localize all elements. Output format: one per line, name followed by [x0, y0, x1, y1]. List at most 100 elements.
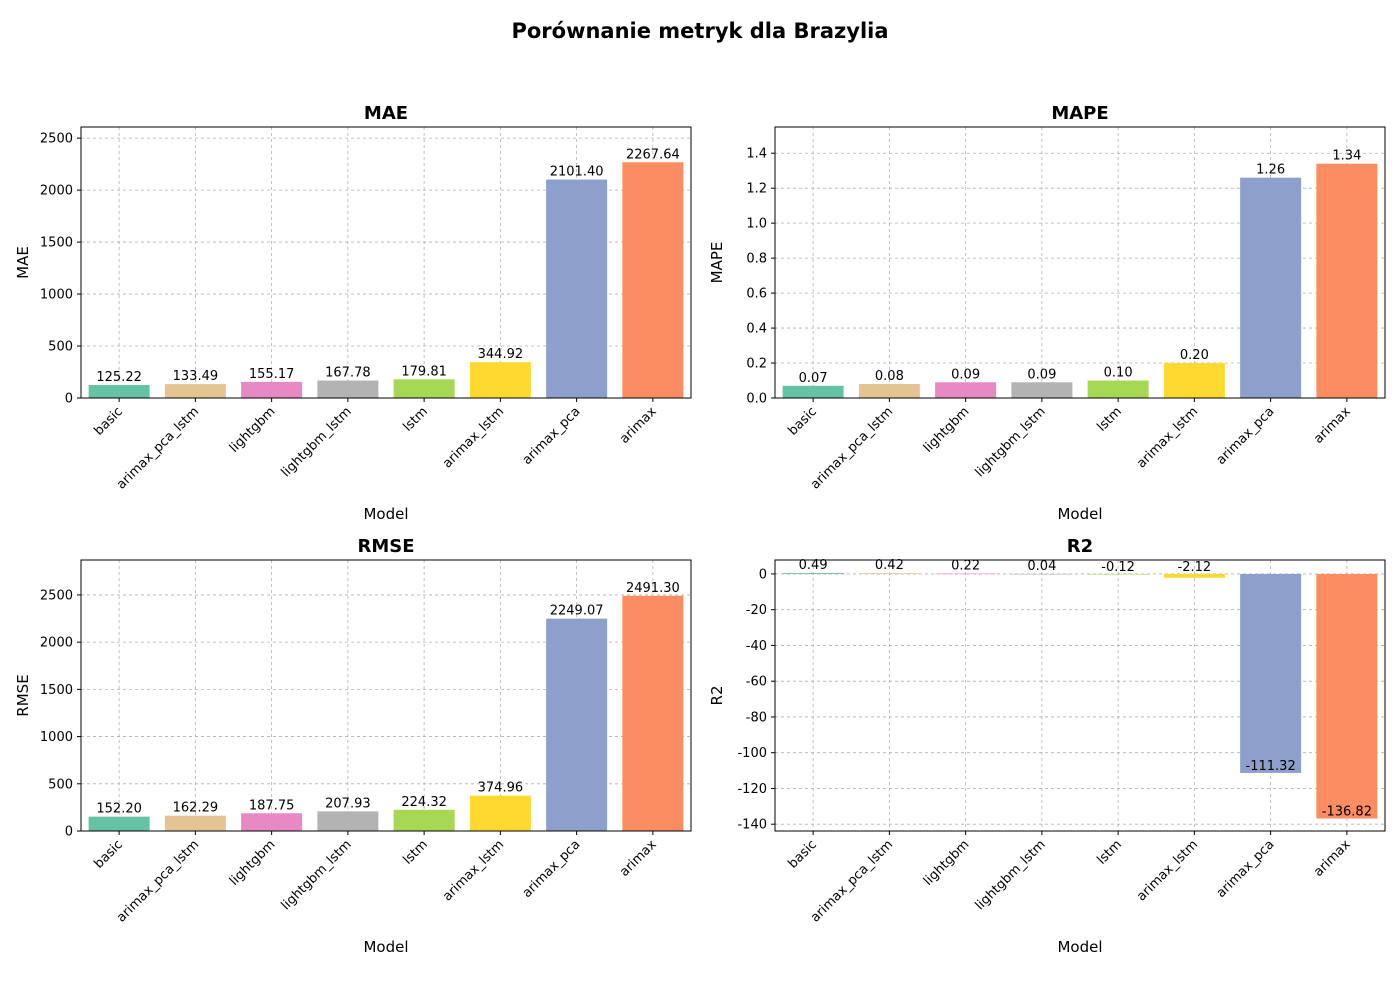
x-tick-label: lightgbm — [921, 404, 973, 456]
data-label: 155.17 — [249, 367, 295, 382]
x-axis-label: Model — [363, 938, 408, 956]
data-label: 2249.07 — [550, 604, 604, 619]
bar-arimax-pca — [546, 618, 608, 831]
x-tick-label: basic — [785, 837, 819, 871]
x-tick-label: arimax_pca — [520, 404, 584, 468]
y-tick-label: 1000 — [40, 730, 73, 745]
data-label: 0.04 — [1027, 559, 1056, 574]
axes-frame — [774, 126, 1386, 399]
x-tick-label: basic — [785, 404, 819, 438]
y-tick-label: 0.4 — [746, 322, 767, 337]
data-label: 0.22 — [951, 559, 980, 574]
bar-arimax-pca — [546, 179, 608, 398]
bar-arimax-pca-lstm — [164, 815, 226, 831]
data-label: 0.08 — [875, 369, 904, 384]
x-tick-label: arimax_pca — [1214, 837, 1278, 901]
y-tick-label: -80 — [746, 710, 767, 725]
x-tick-label: lightgbm_lstm — [279, 404, 355, 480]
data-label: 344.92 — [478, 347, 524, 362]
data-label: 0.09 — [951, 367, 980, 382]
bar-arimax-lstm — [1163, 363, 1225, 398]
panel-title: R2 — [1067, 536, 1093, 557]
data-label: -2.12 — [1178, 560, 1212, 575]
x-tick-label: lstm — [1094, 837, 1125, 868]
data-label: 2101.40 — [550, 165, 604, 180]
panel-mae: 125.22 133.49 155.17 167.78 179.81 344.92 2101… — [14, 103, 692, 523]
data-label: 224.32 — [401, 795, 447, 810]
bar-arimax — [622, 162, 684, 398]
y-tick-label: 0.8 — [746, 252, 767, 267]
x-tick-label: arimax_pca_lstm — [808, 837, 896, 925]
axes-frame — [80, 559, 692, 832]
y-tick-label: 2500 — [40, 588, 73, 603]
data-label: 187.75 — [249, 798, 295, 813]
bar-basic — [88, 384, 150, 398]
bar-basic — [88, 816, 150, 831]
bar-arimax-lstm — [469, 795, 531, 831]
data-label: 0.07 — [799, 371, 828, 386]
y-tick-label: 0.2 — [746, 357, 767, 372]
x-tick-label: arimax_lstm — [440, 404, 507, 471]
y-tick-label: 1000 — [40, 288, 73, 303]
bar-arimax — [1316, 573, 1378, 819]
bar-lstm — [1087, 380, 1149, 398]
data-label: 0.10 — [1104, 366, 1133, 381]
bar-arimax-pca-lstm — [858, 573, 920, 574]
x-tick-label: arimax_pca_lstm — [114, 404, 202, 492]
y-tick-label: 500 — [48, 340, 73, 355]
y-tick-label: -120 — [737, 782, 767, 797]
data-label: 125.22 — [96, 370, 142, 385]
x-tick-label: arimax_pca_lstm — [808, 404, 896, 492]
data-label: -111.32 — [1246, 759, 1296, 774]
bar-arimax-lstm — [469, 362, 531, 398]
bar-lightgbm — [935, 382, 997, 398]
axes-frame — [80, 126, 692, 399]
y-axis-label: MAE — [14, 246, 32, 279]
x-tick-label: arimax — [1311, 837, 1354, 880]
bar-arimax — [622, 595, 684, 831]
figure-title: Porównanie metryk dla Brazylia — [511, 19, 888, 43]
x-tick-label: arimax_pca — [1214, 404, 1278, 468]
panel-title: RMSE — [357, 536, 414, 557]
y-tick-label: 2000 — [40, 184, 73, 199]
data-label: 1.26 — [1256, 163, 1285, 178]
bar-arimax-pca-lstm — [164, 384, 226, 398]
y-tick-label: 2000 — [40, 636, 73, 651]
x-axis-label: Model — [1057, 938, 1102, 956]
bar-lightgbm — [241, 813, 303, 831]
panel-rmse: 152.20 162.29 187.75 207.93 224.32 374.96 2249… — [14, 536, 692, 956]
y-tick-label: 1500 — [40, 236, 73, 251]
axes-frame — [774, 559, 1386, 832]
data-label: 0.09 — [1027, 367, 1056, 382]
y-tick-label: 2500 — [40, 132, 73, 147]
x-tick-label: lightgbm_lstm — [973, 837, 1049, 913]
bar-arimax-pca-lstm — [858, 384, 920, 398]
bar-lightgbm-lstm — [1011, 573, 1073, 575]
bar-lstm — [393, 809, 455, 831]
y-tick-label: 0 — [759, 567, 767, 582]
y-tick-label: 0.0 — [746, 392, 767, 407]
y-tick-label: -20 — [746, 603, 767, 618]
y-tick-label: -140 — [737, 818, 767, 833]
bar-arimax-pca — [1240, 177, 1302, 398]
y-tick-label: 1.2 — [746, 182, 767, 197]
x-tick-label: lstm — [400, 837, 431, 868]
x-tick-label: lstm — [400, 404, 431, 435]
y-tick-label: 1.0 — [746, 217, 767, 232]
bar-lightgbm — [241, 381, 303, 398]
bar-lightgbm — [935, 573, 997, 575]
x-axis-label: Model — [1057, 505, 1102, 523]
y-axis-label: RMSE — [14, 674, 32, 716]
bar-lightgbm-lstm — [317, 811, 379, 831]
data-label: 179.81 — [401, 364, 447, 379]
x-tick-label: arimax_lstm — [1134, 837, 1201, 904]
panel-mape: 0.07 0.08 0.09 0.09 0.10 0.20 1.26 1.34 0.0 0.2 0.… — [708, 103, 1386, 523]
x-tick-label: arimax — [1311, 404, 1354, 447]
data-label: 0.49 — [799, 558, 828, 573]
data-label: 207.93 — [325, 796, 371, 811]
y-tick-label: 0.6 — [746, 287, 767, 302]
y-tick-label: 1500 — [40, 683, 73, 698]
data-label: 0.42 — [875, 558, 904, 573]
panel-title: MAE — [364, 103, 408, 124]
